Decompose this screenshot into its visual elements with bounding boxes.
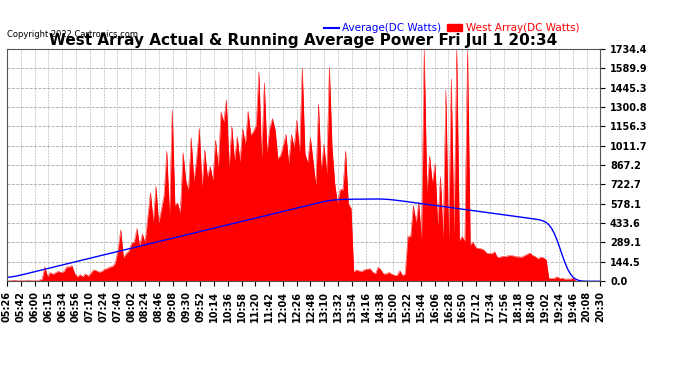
Text: Copyright 2022 Cartronics.com: Copyright 2022 Cartronics.com <box>7 30 138 39</box>
Legend: Average(DC Watts), West Array(DC Watts): Average(DC Watts), West Array(DC Watts) <box>319 19 583 38</box>
Title: West Array Actual & Running Average Power Fri Jul 1 20:34: West Array Actual & Running Average Powe… <box>50 33 558 48</box>
